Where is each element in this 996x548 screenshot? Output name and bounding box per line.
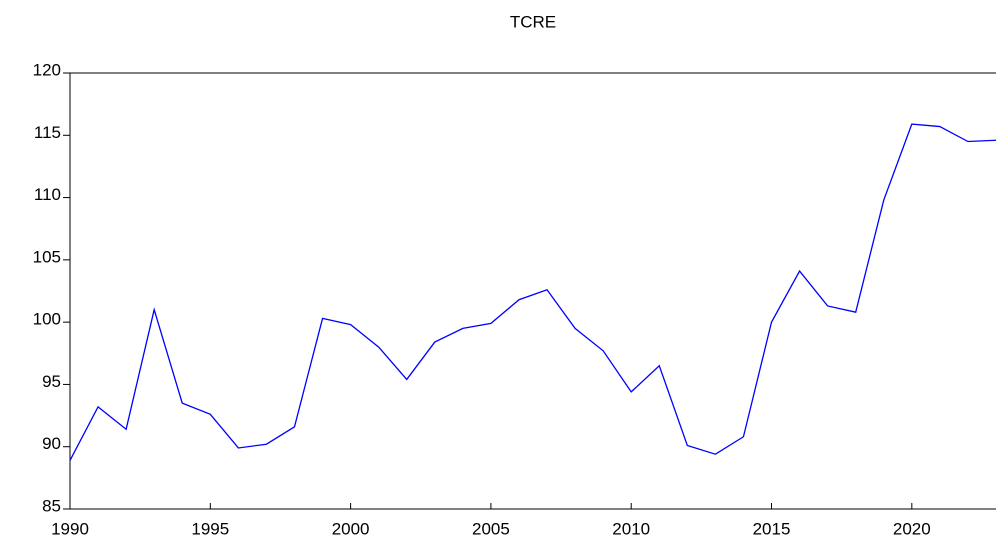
y-tick-label: 105 <box>33 247 61 266</box>
x-tick-label: 2010 <box>612 519 650 538</box>
y-tick-label: 115 <box>34 123 61 142</box>
plot-frame <box>69 72 996 510</box>
x-tick-label: 1995 <box>191 519 229 538</box>
data-line <box>69 123 996 461</box>
chart-title: TCRE <box>510 12 556 31</box>
y-tick-label: 110 <box>34 185 61 204</box>
x-tick-label: 2005 <box>472 519 510 538</box>
y-tick-label: 85 <box>42 496 61 515</box>
x-tick-label: 1990 <box>51 519 89 538</box>
x-tick-label: 2015 <box>753 519 791 538</box>
x-tick-label: 2000 <box>332 519 370 538</box>
x-tick-label: 2020 <box>893 519 931 538</box>
y-tick-label: 90 <box>42 434 61 453</box>
y-tick-label: 100 <box>33 310 61 329</box>
y-tick-label: 95 <box>42 372 61 391</box>
y-tick-label: 120 <box>33 60 61 79</box>
